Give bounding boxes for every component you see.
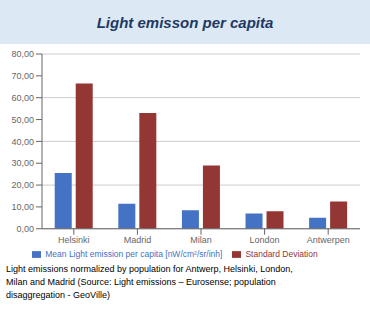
svg-text:20,00: 20,00 (11, 180, 34, 190)
html-text:Light emissions normalized by: Light emissions normalized by population… (6, 264, 293, 274)
svg-text:10,00: 10,00 (11, 202, 34, 212)
html-text:disaggregation - GeoVille): disaggregation - GeoVille) (6, 290, 110, 300)
svg-text:Milan: Milan (190, 235, 212, 245)
html-text:Mean Light emission per capita: Mean Light emission per capita [nW/cm²/s… (45, 248, 223, 259)
svg-text:Helsinki: Helsinki (58, 235, 90, 245)
svg-text:30,00: 30,00 (11, 158, 34, 168)
svg-text:80,00: 80,00 (11, 49, 34, 59)
html-text:Standard Deviation: Standard Deviation (245, 248, 318, 259)
svg-text:40,00: 40,00 (11, 137, 34, 147)
html-text:Light emisson per capita: Light emisson per capita (96, 13, 274, 31)
html-text:Milan and Madrid (Source: Ligh: Milan and Madrid (Source: Light emission… (6, 277, 276, 287)
svg-text:Madrid: Madrid (124, 235, 152, 245)
svg-text:London: London (250, 235, 280, 245)
svg-text:60,00: 60,00 (11, 93, 34, 103)
svg-text:Antwerpen: Antwerpen (307, 235, 350, 245)
svg-text:0,00: 0,00 (16, 224, 34, 234)
svg-text:70,00: 70,00 (11, 71, 34, 81)
svg-text:50,00: 50,00 (11, 115, 34, 125)
